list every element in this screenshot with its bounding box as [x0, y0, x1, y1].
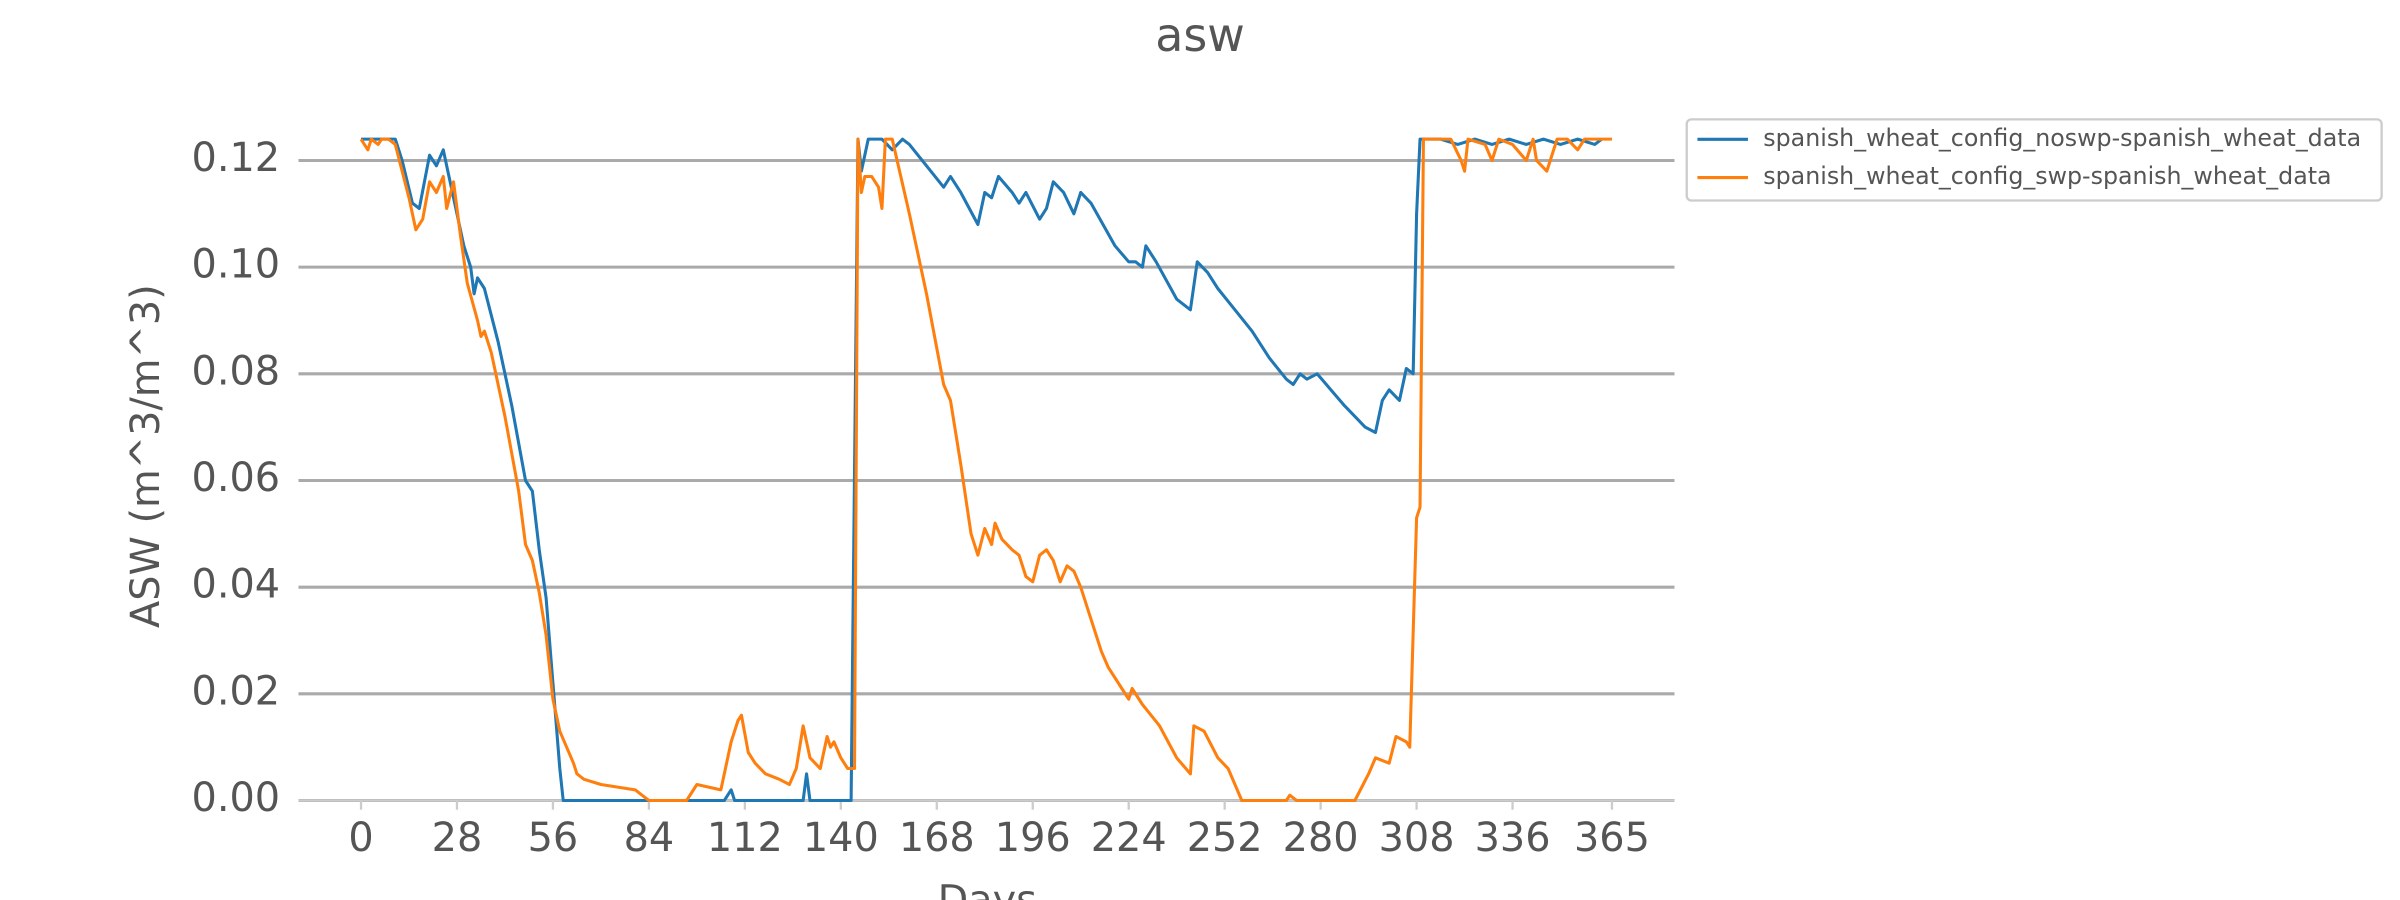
x-axis-label: Days	[938, 878, 1037, 900]
x-tick-label: 224	[1091, 815, 1167, 861]
y-tick-label: 0.08	[192, 348, 281, 394]
legend-label: spanish_wheat_config_swp-spanish_wheat_d…	[1763, 162, 2331, 190]
x-tick-label: 84	[624, 815, 675, 861]
x-tick-label: 336	[1475, 815, 1551, 861]
x-tick-label: 112	[707, 815, 783, 861]
x-tick-label: 168	[899, 815, 975, 861]
y-tick-label: 0.04	[192, 562, 281, 608]
x-tick-label: 140	[803, 815, 879, 861]
x-tick-label: 28	[432, 815, 483, 861]
x-tick-label: 365	[1574, 815, 1650, 861]
y-tick-label: 0.06	[192, 455, 281, 501]
y-tick-label: 0.10	[192, 242, 281, 288]
x-tick-label: 280	[1283, 815, 1359, 861]
legend-label: spanish_wheat_config_noswp-spanish_wheat…	[1763, 124, 2361, 152]
x-tick-label: 196	[995, 815, 1071, 861]
y-tick-label: 0.12	[192, 135, 281, 181]
x-tick-label: 308	[1379, 815, 1455, 861]
x-tick-label: 252	[1187, 815, 1263, 861]
legend-box	[1685, 118, 2383, 202]
y-tick-label: 0.02	[192, 668, 281, 714]
y-axis-label: ASW (m^3/m^3)	[123, 284, 169, 628]
y-tick-label: 0.00	[192, 775, 281, 821]
series-line	[361, 137, 1603, 803]
chart-title: asw	[1155, 8, 1245, 62]
x-tick-label: 56	[528, 815, 579, 861]
series-line	[359, 137, 1612, 803]
x-tick-label: 0	[348, 815, 373, 861]
